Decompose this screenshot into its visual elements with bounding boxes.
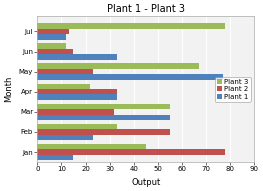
Title: Plant 1 - Plant 3: Plant 1 - Plant 3: [107, 4, 185, 14]
Bar: [37, 63, 199, 69]
Bar: [37, 54, 117, 60]
X-axis label: Output: Output: [131, 178, 160, 187]
Bar: [37, 104, 170, 109]
Bar: [37, 149, 225, 155]
Bar: [37, 95, 117, 100]
Bar: [37, 124, 117, 129]
Bar: [37, 144, 146, 149]
Bar: [37, 89, 117, 95]
Bar: [37, 23, 225, 29]
Legend: Plant 3, Plant 2, Plant 1: Plant 3, Plant 2, Plant 1: [215, 77, 251, 102]
Bar: [37, 135, 93, 140]
Bar: [37, 69, 93, 74]
Bar: [37, 115, 170, 120]
Bar: [37, 43, 66, 49]
Y-axis label: Month: Month: [4, 76, 13, 102]
Bar: [37, 155, 73, 160]
Bar: [37, 49, 73, 54]
Bar: [37, 29, 69, 34]
Bar: [37, 129, 170, 135]
Bar: [37, 34, 66, 40]
Bar: [37, 74, 223, 80]
Bar: [37, 109, 114, 115]
Bar: [37, 84, 90, 89]
